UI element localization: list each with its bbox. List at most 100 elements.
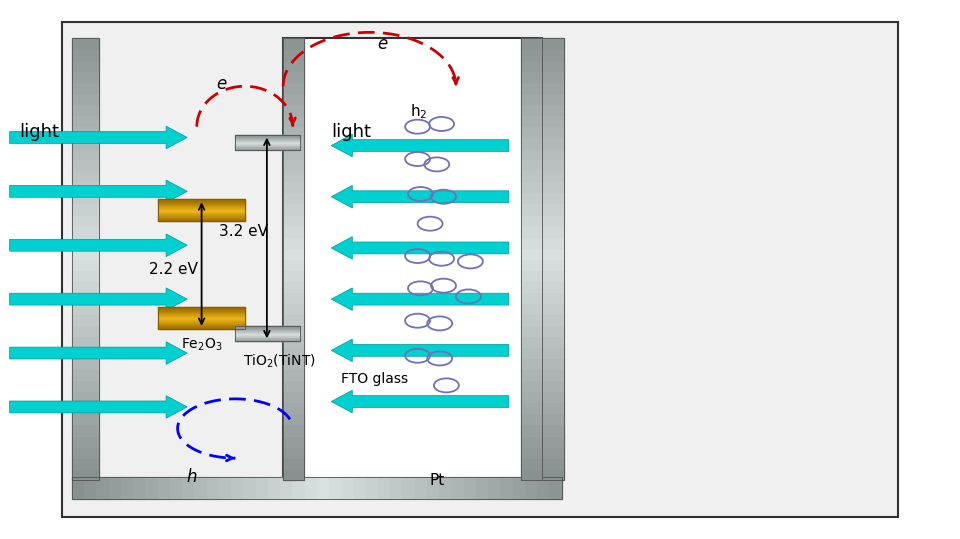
- Bar: [72, 436, 99, 446]
- Bar: [182, 477, 194, 499]
- Bar: [72, 181, 99, 192]
- Bar: [72, 358, 99, 369]
- Bar: [72, 469, 99, 480]
- Bar: [72, 425, 99, 436]
- Bar: [158, 327, 245, 328]
- Bar: [72, 93, 99, 104]
- Bar: [268, 477, 280, 499]
- Bar: [72, 292, 99, 303]
- Bar: [158, 326, 245, 327]
- Bar: [521, 369, 542, 381]
- Bar: [283, 413, 304, 425]
- Bar: [521, 60, 542, 71]
- Bar: [521, 402, 542, 413]
- Bar: [538, 477, 549, 499]
- Bar: [538, 115, 564, 126]
- Text: Fe$_2$O$_3$: Fe$_2$O$_3$: [180, 337, 223, 353]
- Bar: [283, 336, 304, 347]
- Bar: [538, 204, 564, 215]
- Bar: [255, 477, 268, 499]
- Bar: [283, 458, 304, 469]
- Bar: [283, 49, 304, 60]
- Bar: [538, 325, 564, 336]
- Bar: [538, 181, 564, 192]
- Bar: [283, 71, 304, 82]
- Bar: [538, 469, 564, 480]
- Bar: [538, 38, 564, 49]
- Bar: [158, 314, 245, 315]
- Bar: [521, 381, 542, 391]
- Bar: [72, 60, 99, 71]
- Bar: [521, 38, 542, 49]
- Bar: [72, 148, 99, 160]
- Bar: [402, 477, 415, 499]
- Bar: [549, 477, 562, 499]
- Bar: [158, 199, 245, 221]
- Bar: [158, 213, 245, 214]
- Bar: [521, 237, 542, 248]
- Bar: [283, 38, 542, 480]
- Text: light: light: [331, 123, 372, 141]
- Bar: [538, 292, 564, 303]
- Bar: [72, 248, 99, 259]
- Text: h: h: [187, 468, 197, 486]
- Bar: [521, 160, 542, 170]
- Bar: [170, 477, 182, 499]
- Bar: [538, 192, 564, 204]
- Bar: [283, 270, 304, 281]
- Bar: [538, 336, 564, 347]
- FancyArrow shape: [10, 342, 187, 364]
- Bar: [158, 309, 245, 310]
- Bar: [521, 314, 542, 325]
- Bar: [283, 160, 304, 170]
- Bar: [84, 477, 96, 499]
- Bar: [72, 314, 99, 325]
- Bar: [72, 270, 99, 281]
- Bar: [521, 391, 542, 402]
- Bar: [451, 477, 464, 499]
- Bar: [158, 203, 245, 204]
- Bar: [72, 336, 99, 347]
- Bar: [521, 336, 542, 347]
- Text: h$_2$: h$_2$: [410, 102, 427, 121]
- Bar: [72, 402, 99, 413]
- Bar: [521, 82, 542, 93]
- Bar: [521, 446, 542, 458]
- Bar: [219, 477, 231, 499]
- Bar: [158, 217, 245, 218]
- Bar: [72, 413, 99, 425]
- Bar: [158, 320, 245, 321]
- Bar: [72, 160, 99, 170]
- Bar: [158, 315, 245, 316]
- Bar: [521, 248, 542, 259]
- Bar: [72, 477, 562, 499]
- Bar: [415, 477, 427, 499]
- Bar: [158, 307, 245, 329]
- Bar: [538, 104, 564, 115]
- Bar: [72, 303, 99, 314]
- FancyArrow shape: [331, 339, 509, 362]
- FancyArrow shape: [10, 288, 187, 310]
- Bar: [521, 270, 542, 281]
- Bar: [538, 126, 564, 137]
- Bar: [521, 115, 542, 126]
- Bar: [292, 477, 304, 499]
- Bar: [521, 49, 542, 60]
- Bar: [538, 237, 564, 248]
- Bar: [521, 281, 542, 292]
- Bar: [283, 281, 304, 292]
- Bar: [538, 413, 564, 425]
- Bar: [72, 226, 99, 237]
- Bar: [146, 477, 157, 499]
- Bar: [538, 369, 564, 381]
- Bar: [538, 49, 564, 60]
- Bar: [521, 148, 542, 160]
- Bar: [283, 425, 304, 436]
- Bar: [158, 214, 245, 215]
- Bar: [521, 413, 542, 425]
- Bar: [72, 204, 99, 215]
- FancyArrow shape: [10, 126, 187, 149]
- Bar: [538, 93, 564, 104]
- Bar: [521, 192, 542, 204]
- Bar: [538, 248, 564, 259]
